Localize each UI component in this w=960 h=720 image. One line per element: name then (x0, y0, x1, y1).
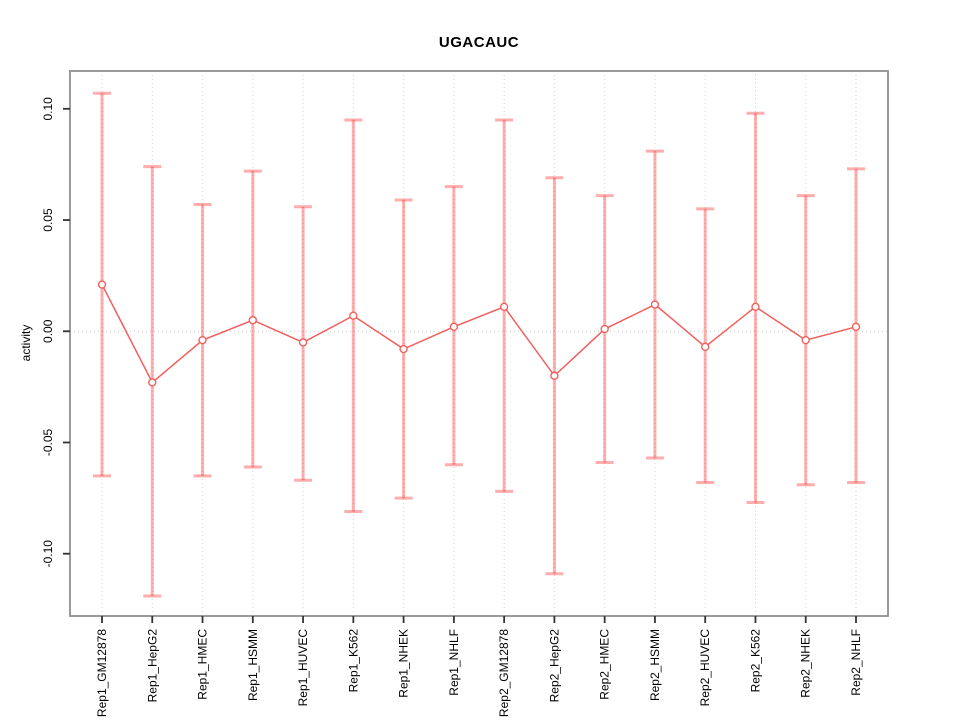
data-point (751, 302, 760, 311)
x-tick-label: Rep1_NHEK (397, 629, 411, 698)
data-line (101, 284, 857, 384)
y-tick-label: 0.05 (41, 208, 55, 232)
data-point (349, 311, 358, 320)
x-tick-label: Rep1_NHLF (447, 629, 461, 696)
y-tick-label: 0.00 (41, 319, 55, 343)
data-point (198, 335, 207, 345)
x-tick-label: Rep2_HSMM (648, 629, 662, 701)
data-point (248, 315, 258, 325)
x-tick-label: Rep1_HMEC (196, 629, 210, 700)
data-point (600, 324, 609, 334)
data-point (701, 342, 710, 352)
x-tick-label: Rep2_HepG2 (547, 629, 561, 703)
chart-title: UGACAUC (438, 34, 520, 51)
data-point (449, 322, 459, 332)
data-point (97, 280, 107, 289)
x-tick-label: Rep2_NHEK (799, 629, 813, 698)
plot-border (69, 70, 889, 617)
x-tick-label: Rep1_GM12878 (95, 629, 109, 717)
x-tick-label: Rep2_NHLF (849, 629, 863, 696)
x-tick-label: Rep1_HUVEC (296, 629, 310, 707)
x-tick-label: Rep2_K562 (748, 629, 762, 693)
x-tick-label: Rep1_K562 (346, 629, 360, 693)
x-tick-label: Rep2_GM12878 (497, 629, 511, 717)
x-tick-label: Rep1_HepG2 (145, 629, 159, 703)
data-point (801, 335, 810, 345)
data-point (148, 378, 157, 387)
x-tick-label: Rep2_HMEC (598, 629, 612, 700)
data-point (550, 371, 559, 380)
data-point (399, 344, 408, 354)
y-tick-label: -0.05 (41, 428, 55, 456)
data-point (298, 338, 308, 347)
data-point (499, 302, 509, 311)
data-point (851, 322, 861, 332)
x-tick-label: Rep2_HUVEC (698, 629, 712, 707)
y-tick-label: 0.10 (41, 97, 55, 121)
x-tick-label: Rep1_HSMM (246, 629, 260, 701)
y-tick-label: -0.10 (41, 540, 55, 568)
data-point (650, 300, 660, 309)
